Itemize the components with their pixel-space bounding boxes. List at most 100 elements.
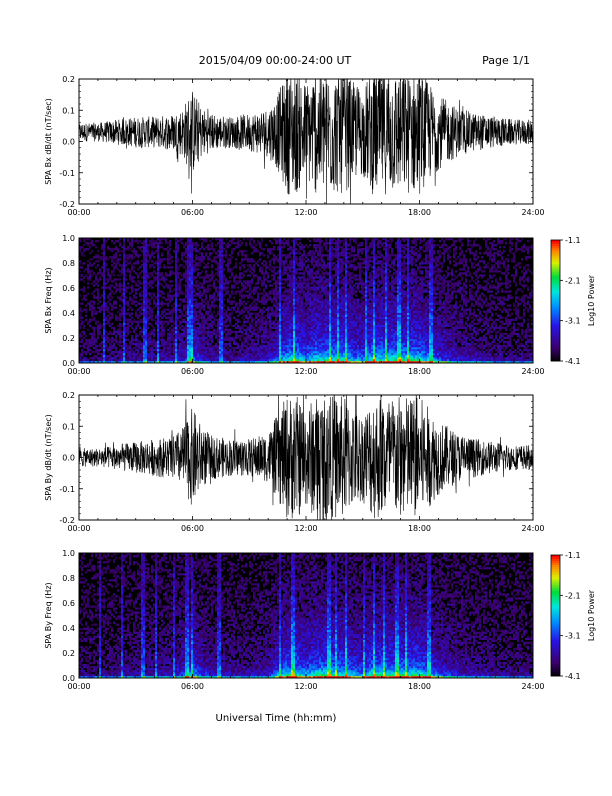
spectrogram-cell <box>169 296 171 298</box>
spectrogram-cell <box>165 240 167 242</box>
spectrogram-cell <box>227 319 229 321</box>
spectrogram-cell <box>185 359 187 361</box>
spectrogram-cell <box>271 258 273 260</box>
spectrogram-cell <box>213 284 215 286</box>
spectrogram-cell <box>239 359 241 361</box>
spectrogram-cell <box>247 294 249 296</box>
spectrogram-cell <box>281 256 283 258</box>
spectrogram-cell <box>239 331 241 333</box>
spectrogram-cell <box>157 272 159 274</box>
spectrogram-cell <box>201 349 203 351</box>
spectrogram-cell <box>257 319 259 321</box>
spectrogram-cell <box>197 250 199 252</box>
spectrogram-cell <box>161 296 163 298</box>
spectrogram-cell <box>165 341 167 343</box>
spectrogram-cell <box>261 349 263 351</box>
spectrogram-cell <box>243 258 245 260</box>
spectrogram-cell <box>261 301 263 303</box>
spectrogram-cell <box>169 355 171 357</box>
spectrogram-cell <box>151 357 153 359</box>
spectrogram-cell <box>309 270 311 272</box>
spectrogram-cell <box>115 288 117 290</box>
spectrogram-cell <box>249 270 251 272</box>
spectrogram-cell <box>177 317 179 319</box>
spectrogram-cell <box>203 341 205 343</box>
spectrogram-cell <box>123 311 125 313</box>
spectrogram-cell <box>299 347 301 349</box>
spectrogram-cell <box>221 246 223 248</box>
spectrogram-cell <box>215 298 217 300</box>
spectrogram-cell <box>187 278 189 280</box>
spectrogram-cell <box>145 268 147 270</box>
spectrogram-cell <box>195 355 197 357</box>
spectrogram-cell <box>163 323 165 325</box>
spectrogram-cell <box>205 339 207 341</box>
spectrogram-cell <box>277 242 279 244</box>
spectrogram-cell <box>281 278 283 280</box>
spectrogram-cell <box>303 323 305 325</box>
spectrogram-cell <box>235 303 237 305</box>
spectrogram-cell <box>289 315 291 317</box>
spectrogram-cell <box>137 240 139 242</box>
spectrogram-cell <box>113 254 115 256</box>
spectrogram-cell <box>89 252 91 254</box>
spectrogram-cell <box>279 325 281 327</box>
spectrogram-cell <box>249 329 251 331</box>
spectrogram-cell <box>219 319 221 321</box>
spectrogram-cell <box>275 323 277 325</box>
spectrogram-cell <box>123 288 125 290</box>
spectrogram-cell <box>197 353 199 355</box>
spectrogram-cell <box>311 274 313 276</box>
spectrogram-cell <box>221 347 223 349</box>
spectrogram-cell <box>251 345 253 347</box>
spectrogram-cell <box>245 254 247 256</box>
spectrogram-cell <box>277 333 279 335</box>
spectrogram-cell <box>283 270 285 272</box>
spectrogram-cell <box>223 347 225 349</box>
spectrogram-cell <box>285 341 287 343</box>
spectrogram-cell <box>107 323 109 325</box>
spectrogram-cell <box>119 341 121 343</box>
spectrogram-cell <box>257 323 259 325</box>
spectrogram-cell <box>277 254 279 256</box>
spectrogram-cell <box>95 296 97 298</box>
spectrogram-cell <box>91 282 93 284</box>
spectrogram-cell <box>275 351 277 353</box>
spectrogram-cell <box>205 240 207 242</box>
spectrogram-cell <box>157 278 159 280</box>
spectrogram-cell <box>281 286 283 288</box>
spectrogram-cell <box>187 268 189 270</box>
spectrogram-cell <box>123 286 125 288</box>
spectrogram-cell <box>271 278 273 280</box>
spectrogram-cell <box>209 359 211 361</box>
spectrogram-cell <box>81 246 83 248</box>
spectrogram-cell <box>103 298 105 300</box>
spectrogram-cell <box>189 355 191 357</box>
spectrogram-cell <box>105 319 107 321</box>
spectrogram-cell <box>289 343 291 345</box>
spectrogram-cell <box>187 331 189 333</box>
spectrogram-cell <box>157 280 159 282</box>
spectrogram-cell <box>157 337 159 339</box>
spectrogram-cell <box>267 345 269 347</box>
spectrogram-cell <box>289 282 291 284</box>
spectrogram-cell <box>245 303 247 305</box>
spectrogram-cell <box>221 311 223 313</box>
spectrogram-cell <box>227 335 229 337</box>
spectrogram-cell <box>297 345 299 347</box>
spectrogram-cell <box>105 357 107 359</box>
spectrogram-cell <box>191 323 193 325</box>
spectrogram-cell <box>177 276 179 278</box>
spectrogram-cell <box>291 319 293 321</box>
spectrogram-cell <box>299 303 301 305</box>
spectrogram-cell <box>307 258 309 260</box>
spectrogram-cell <box>283 331 285 333</box>
spectrogram-cell <box>237 286 239 288</box>
spectrogram-cell <box>243 353 245 355</box>
spectrogram-cell <box>183 284 185 286</box>
spectrogram-cell <box>225 343 227 345</box>
spectrogram-cell <box>307 311 309 313</box>
spectrogram-cell <box>305 298 307 300</box>
spectrogram-cell <box>95 323 97 325</box>
spectrogram-cell <box>261 329 263 331</box>
